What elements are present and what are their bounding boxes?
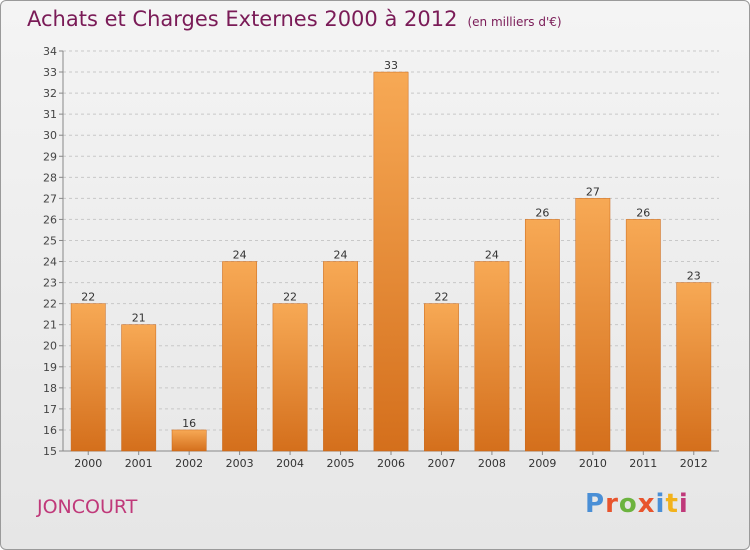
y-tick-label: 29 [43,150,57,163]
bar [373,71,409,452]
y-tick-label: 31 [43,108,57,121]
bar-value-label: 16 [182,417,196,430]
bar-value-label: 22 [81,291,95,304]
y-tick-label: 34 [43,45,57,58]
y-tick-label: 21 [43,319,57,332]
x-tick-label: 2003 [226,457,254,470]
y-tick-label: 24 [43,256,57,269]
bar-value-label: 24 [233,249,247,262]
y-tick-label: 30 [43,129,57,142]
x-tick-label: 2000 [74,457,102,470]
logo-letter: r [605,489,619,519]
bar-value-label: 24 [485,249,499,262]
y-tick-label: 16 [43,424,57,437]
bar-value-label: 24 [334,249,348,262]
bar [171,429,207,452]
chart-title-unit: (en milliers d'€) [467,15,562,29]
y-tick-label: 27 [43,192,57,205]
logo-letter: i [678,489,689,519]
y-tick-label: 23 [43,277,57,290]
bar [323,261,358,452]
chart-title-text: Achats et Charges Externes 2000 à 2012 [27,7,458,31]
logo-letter: o [618,489,638,519]
bar-value-label: 22 [434,291,448,304]
x-tick-label: 2010 [579,457,607,470]
x-tick-label: 2011 [629,457,657,470]
y-tick-label: 19 [43,361,57,374]
logo-letter: t [665,489,679,519]
x-tick-label: 2005 [327,457,355,470]
bar-value-label: 23 [687,270,701,283]
bar [424,303,459,452]
bar [222,261,258,452]
y-tick-label: 26 [43,213,57,226]
y-tick-label: 17 [43,403,57,416]
bar [70,303,106,452]
bars [70,71,712,452]
x-tick-label: 2008 [478,457,506,470]
y-tick-label: 33 [43,66,57,79]
bar [625,219,661,452]
bar [121,324,157,452]
logo-letter: i [655,489,666,519]
proxiti-logo: Proxiti [585,489,689,519]
y-tick-label: 20 [43,340,57,353]
x-tick-label: 2002 [175,457,203,470]
y-tick-label: 32 [43,87,57,100]
bar-value-label: 26 [636,206,650,219]
chart-title: Achats et Charges Externes 2000 à 2012 (e… [27,7,562,31]
x-tick-label: 2001 [125,457,153,470]
x-tick-label: 2012 [680,457,708,470]
bar [272,303,308,452]
y-tick-label: 25 [43,234,57,247]
bar-value-label: 21 [132,312,146,325]
y-tick-label: 18 [43,382,57,395]
x-tick-label: 2007 [427,457,455,470]
logo-letter: x [637,489,656,519]
y-tick-label: 22 [43,298,57,311]
x-tick-label: 2006 [377,457,405,470]
bar-value-label: 33 [384,59,398,72]
bar-value-label: 26 [535,206,549,219]
commune-name: JONCOURT [37,496,138,518]
y-tick-label: 15 [43,445,57,458]
bar [676,282,712,452]
bar [524,219,560,452]
bar [474,261,510,452]
x-tick-label: 2009 [528,457,556,470]
y-tick-label: 28 [43,171,57,184]
logo-letter: P [585,489,606,519]
bar-value-label: 22 [283,291,297,304]
bar [575,198,611,452]
labels: 22 21 16 24 22 24 33 22 24 26 27 26 23 [81,59,701,430]
x-tick-label: 2004 [276,457,304,470]
bar-value-label: 27 [586,185,600,198]
